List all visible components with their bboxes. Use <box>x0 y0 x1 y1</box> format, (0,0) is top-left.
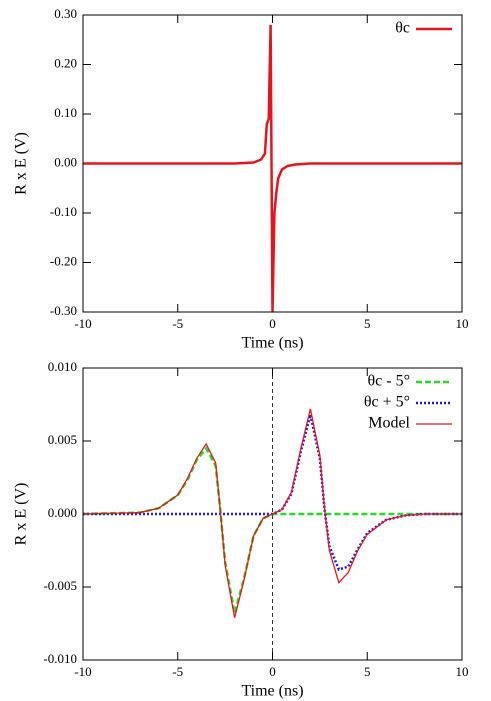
x-tick-label: 5 <box>364 316 371 331</box>
legend-label: θc - 5° <box>368 373 411 390</box>
y-tick-label: 0.010 <box>48 359 77 374</box>
y-tick-label: -0.005 <box>43 578 77 593</box>
series-line <box>83 414 462 572</box>
x-tick-label: 10 <box>456 316 469 331</box>
y-tick-label: -0.010 <box>43 651 77 666</box>
plot-frame <box>82 367 463 661</box>
y-tick-label: 0.000 <box>48 505 77 520</box>
y-tick-label: 0.10 <box>54 105 77 120</box>
y-tick-label: -0.20 <box>50 253 77 268</box>
y-tick-label: -0.30 <box>50 303 77 318</box>
x-tick-label: -5 <box>172 664 183 679</box>
x-tick-label: -5 <box>172 316 183 331</box>
y-tick-label: 0.00 <box>54 154 77 169</box>
x-tick-label: 0 <box>269 316 276 331</box>
y-tick-label: 0.20 <box>54 55 77 70</box>
y-axis-label: R x E (V) <box>13 132 30 195</box>
y-tick-label: -0.10 <box>50 204 77 219</box>
legend-label: Model <box>368 415 410 432</box>
y-axis-label: R x E (V) <box>13 483 30 546</box>
y-tick-label: 0.005 <box>48 432 77 447</box>
legend-label: θc + 5° <box>364 394 410 411</box>
series-line <box>83 408 462 618</box>
legend-label: θc <box>395 20 410 37</box>
series-line <box>83 24 462 313</box>
x-tick-label: 10 <box>456 664 469 679</box>
x-tick-label: 5 <box>364 664 371 679</box>
y-tick-label: 0.30 <box>54 6 77 21</box>
x-tick-label: 0 <box>269 664 276 679</box>
x-axis-label: Time (ns) <box>241 683 303 700</box>
x-axis-label: Time (ns) <box>241 335 303 352</box>
x-tick-label: -10 <box>74 316 91 331</box>
plot-frame <box>82 14 463 313</box>
x-tick-label: -10 <box>74 664 91 679</box>
